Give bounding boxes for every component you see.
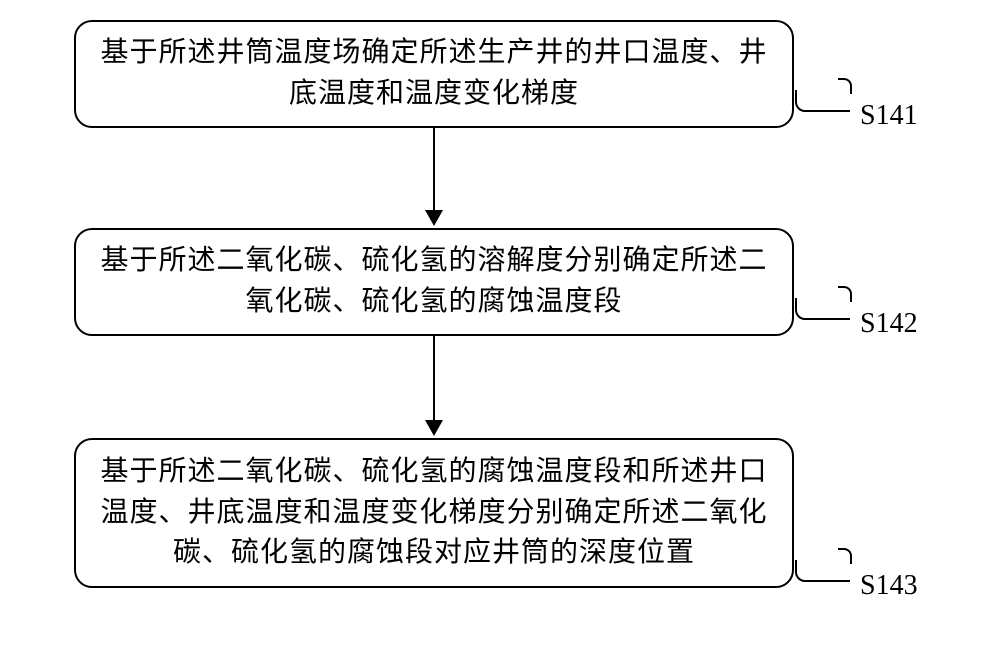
flow-node-s141: 基于所述井筒温度场确定所述生产井的井口温度、井底温度和温度变化梯度: [74, 20, 794, 128]
arrow-s141-s142-line: [433, 128, 435, 210]
flowchart-container: 基于所述井筒温度场确定所述生产井的井口温度、井底温度和温度变化梯度 S141 基…: [0, 0, 1000, 655]
label-s142: S142: [860, 308, 918, 340]
flow-node-s142: 基于所述二氧化碳、硫化氢的溶解度分别确定所述二氧化碳、硫化氢的腐蚀温度段: [74, 228, 794, 336]
bracket-s141: [795, 90, 850, 112]
bracket-s142: [795, 298, 850, 320]
flow-node-s143: 基于所述二氧化碳、硫化氢的腐蚀温度段和所述井口温度、井底温度和温度变化梯度分别确…: [74, 438, 794, 588]
label-s143: S143: [860, 570, 918, 602]
label-s141: S141: [860, 100, 918, 132]
arrow-s142-s143-head: [425, 420, 443, 436]
bracket-s143: [795, 560, 850, 582]
flow-node-s141-text: 基于所述井筒温度场确定所述生产井的井口温度、井底温度和温度变化梯度: [96, 33, 772, 114]
arrow-s142-s143-line: [433, 336, 435, 420]
arrow-s141-s142-head: [425, 210, 443, 226]
flow-node-s142-text: 基于所述二氧化碳、硫化氢的溶解度分别确定所述二氧化碳、硫化氢的腐蚀温度段: [96, 241, 772, 322]
flow-node-s143-text: 基于所述二氧化碳、硫化氢的腐蚀温度段和所述井口温度、井底温度和温度变化梯度分别确…: [96, 452, 772, 574]
